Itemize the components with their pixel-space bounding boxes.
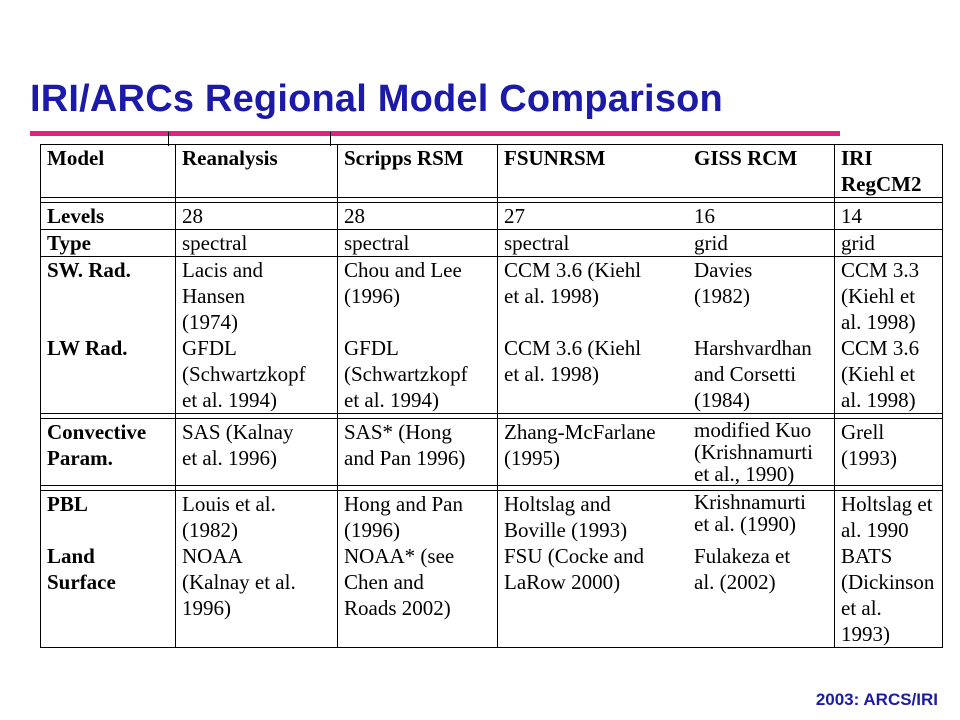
row-label-type: Type: [40, 229, 176, 257]
land-reanalysis: NOAA (Kalnay et al. 1996): [182, 544, 296, 620]
land-fsunrsm: FSU (Cocke and LaRow 2000): [504, 544, 644, 594]
cell-type-giss: grid: [694, 231, 728, 255]
divider-stub: [330, 132, 331, 146]
pbl-scripps: Hong and Pan (1996): [344, 492, 463, 542]
row-label-pbl: PBL: [47, 492, 88, 516]
sw-rad-giss: Davies (1982): [694, 258, 753, 308]
lw-rad-fsunrsm: CCM 3.6 (Kiehl et al. 1998): [504, 336, 642, 386]
sw-rad-fsunrsm: CCM 3.6 (Kiehl et al. 1998): [504, 258, 642, 308]
header-fsu-giss: FSUNRSM GISS RCM: [497, 144, 835, 198]
table-row-type: Type spectral spectral spectral grid gri…: [40, 229, 943, 257]
row-label-sw-rad: SW. Rad.: [47, 258, 131, 282]
cell-levels-fsu-giss: 27 16: [497, 202, 835, 230]
cell-levels-giss: 16: [694, 204, 715, 228]
land-scripps: NOAA* (see Chen and Roads 2002): [344, 544, 455, 620]
pbl-reanalysis: Louis et al. (1982): [182, 492, 276, 542]
sw-rad-reanalysis: Lacis and Hansen (1974): [182, 258, 264, 334]
land-iri: BATS (Dickinson et al. 1993): [841, 544, 935, 646]
header-reanalysis: Reanalysis: [175, 144, 338, 198]
row-label-pbl-land: PBL Land Surface: [40, 490, 176, 648]
model-comparison-table: Model Reanalysis Scripps RSM FSUNRSM GIS…: [40, 144, 943, 648]
cell-convective-scripps: SAS* (Hong and Pan 1996): [337, 418, 498, 486]
header-iri: IRI RegCM2: [834, 144, 943, 198]
lw-rad-scripps: GFDL (Schwartzkopf et al. 1994): [344, 336, 468, 412]
table-row-convective: Convective Param. SAS (Kalnay et al. 199…: [40, 418, 943, 486]
table-row-radiation: SW. Rad. LW Rad. Lacis and Hansen (1974)…: [40, 256, 943, 414]
cell-convective-reanalysis: SAS (Kalnay et al. 1996): [175, 418, 338, 486]
pbl-fsunrsm: Holtslag and Boville (1993): [504, 492, 628, 542]
cell-type-scripps: spectral: [337, 229, 498, 257]
cell-levels-fsunrsm: 27: [504, 204, 525, 228]
cell-radiation-scripps: Chou and Lee (1996) GFDL (Schwartzkopf e…: [337, 256, 498, 414]
cell-pbl-land-fsu-giss: Holtslag and Boville (1993) FSU (Cocke a…: [497, 490, 835, 648]
lw-rad-reanalysis: GFDL (Schwartzkopf et al. 1994): [182, 336, 306, 412]
cell-type-reanalysis: spectral: [175, 229, 338, 257]
row-label-levels: Levels: [40, 202, 176, 230]
sw-rad-scripps: Chou and Lee (1996): [344, 258, 462, 308]
cell-convective-fsu-giss: Zhang-McFarlane (1995) modified Kuo (Kri…: [497, 418, 835, 486]
pbl-iri: Holtslag et al. 1990: [841, 492, 933, 542]
row-label-convective: Convective Param.: [40, 418, 176, 486]
cell-radiation-reanalysis: Lacis and Hansen (1974) GFDL (Schwartzko…: [175, 256, 338, 414]
row-label-land: Land Surface: [47, 544, 116, 594]
row-label-lw-rad: LW Rad.: [47, 336, 128, 360]
header-scripps: Scripps RSM: [337, 144, 498, 198]
header-model: Model: [40, 144, 176, 198]
row-label-radiation: SW. Rad. LW Rad.: [40, 256, 176, 414]
cell-pbl-land-scripps: Hong and Pan (1996) NOAA* (see Chen and …: [337, 490, 498, 648]
cell-type-iri: grid: [834, 229, 943, 257]
cell-radiation-iri: CCM 3.3 (Kiehl et al. 1998) CCM 3.6 (Kie…: [834, 256, 943, 414]
pbl-giss: Krishnamurti et al. (1990): [694, 490, 806, 536]
cell-type-fsu-giss: spectral grid: [497, 229, 835, 257]
table-row-pbl-land: PBL Land Surface Louis et al. (1982) NOA…: [40, 490, 943, 648]
cell-levels-reanalysis: 28: [175, 202, 338, 230]
cell-convective-iri: Grell (1993): [834, 418, 943, 486]
cell-pbl-land-reanalysis: Louis et al. (1982) NOAA (Kalnay et al. …: [175, 490, 338, 648]
cell-levels-iri: 14: [834, 202, 943, 230]
cell-type-fsunrsm: spectral: [504, 231, 570, 255]
land-giss: Fulakeza et al. (2002): [694, 544, 791, 594]
table-row-levels: Levels 28 28 27 16 14: [40, 202, 943, 230]
table-row-header: Model Reanalysis Scripps RSM FSUNRSM GIS…: [40, 144, 943, 198]
header-giss: GISS RCM: [694, 146, 798, 170]
title-underline: [30, 131, 840, 136]
cell-radiation-fsu-giss: CCM 3.6 (Kiehl et al. 1998) CCM 3.6 (Kie…: [497, 256, 835, 414]
cell-convective-fsunrsm: Zhang-McFarlane (1995): [504, 420, 656, 470]
cell-convective-giss: modified Kuo (Krishnamurti et al., 1990): [694, 418, 813, 486]
header-fsunrsm: FSUNRSM: [504, 146, 606, 170]
lw-rad-iri: CCM 3.6 (Kiehl et al. 1998): [841, 336, 920, 412]
cell-levels-scripps: 28: [337, 202, 498, 230]
slide-title: IRI/ARCs Regional Model Comparison: [30, 78, 723, 120]
footer-credit: 2003: ARCS/IRI: [815, 690, 938, 709]
cell-pbl-land-iri: Holtslag et al. 1990 BATS (Dickinson et …: [834, 490, 943, 648]
lw-rad-giss: Harshvardhan and Corsetti (1984): [694, 336, 812, 412]
divider-stub: [168, 132, 169, 146]
sw-rad-iri: CCM 3.3 (Kiehl et al. 1998): [841, 258, 920, 334]
